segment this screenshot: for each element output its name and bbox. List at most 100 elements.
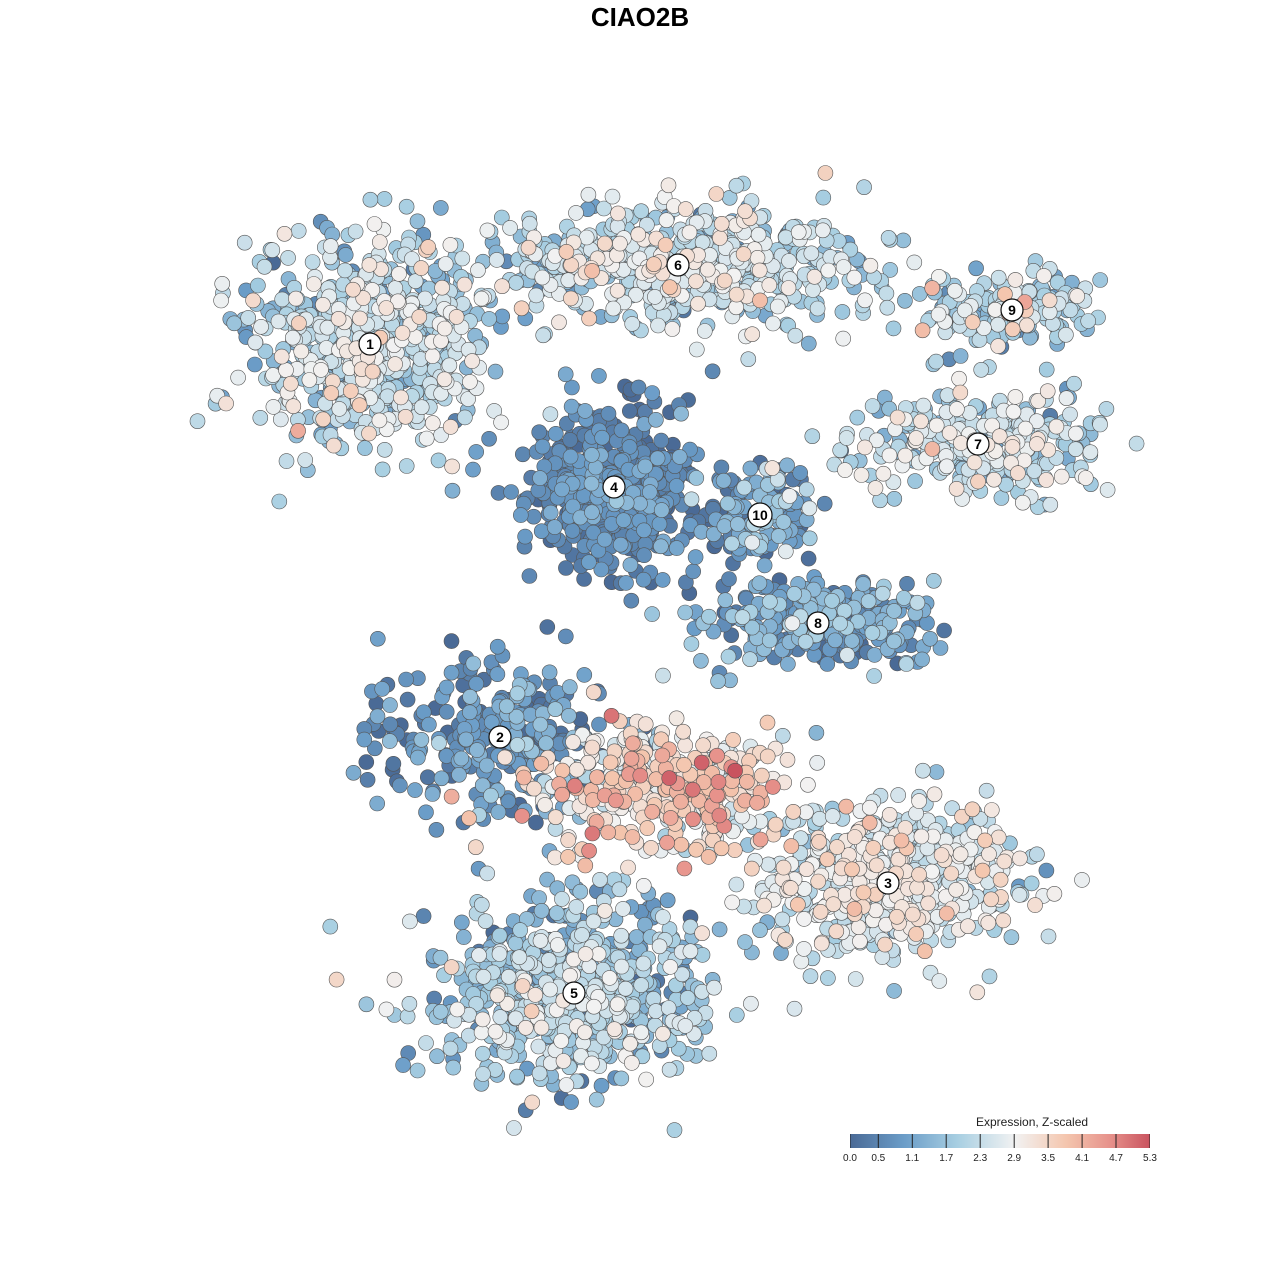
cell-point bbox=[623, 1055, 640, 1071]
cell-point bbox=[434, 279, 450, 296]
cell-point bbox=[315, 296, 331, 313]
cell-point bbox=[442, 1040, 459, 1057]
cell-point bbox=[806, 268, 823, 285]
cell-point bbox=[583, 475, 600, 492]
cell-point bbox=[399, 691, 416, 708]
cell-point bbox=[566, 777, 583, 794]
cell-point bbox=[478, 757, 495, 774]
cell-point bbox=[534, 269, 551, 286]
cell-point bbox=[726, 842, 743, 858]
cell-point bbox=[666, 1122, 683, 1138]
svg-text:2: 2 bbox=[496, 729, 504, 745]
cell-point bbox=[603, 707, 620, 724]
cell-point bbox=[489, 987, 506, 1004]
cell-point bbox=[658, 212, 675, 228]
cell-point bbox=[668, 478, 685, 494]
cell-point bbox=[809, 754, 826, 771]
cell-point bbox=[547, 701, 564, 718]
cell-point bbox=[786, 1000, 803, 1017]
cell-point bbox=[909, 879, 925, 896]
cell-point bbox=[811, 810, 828, 827]
cell-point bbox=[846, 901, 863, 917]
cell-point bbox=[600, 405, 617, 422]
cell-point bbox=[538, 735, 554, 752]
cell-point bbox=[798, 481, 815, 498]
cell-point bbox=[517, 1020, 534, 1036]
svg-text:3: 3 bbox=[884, 875, 892, 891]
cell-point bbox=[762, 593, 778, 610]
cell-point bbox=[293, 343, 310, 360]
cell-point bbox=[1014, 494, 1031, 511]
cell-point bbox=[1038, 862, 1055, 879]
cell-point bbox=[724, 894, 741, 911]
cell-point bbox=[351, 397, 368, 414]
cell-point bbox=[398, 198, 415, 215]
cell-point bbox=[749, 794, 765, 811]
cell-point bbox=[514, 446, 531, 463]
cell-point bbox=[585, 684, 602, 701]
cell-point bbox=[865, 840, 882, 856]
cell-point bbox=[928, 417, 945, 434]
cell-point bbox=[846, 269, 863, 286]
cell-point bbox=[739, 773, 755, 790]
cell-point bbox=[345, 764, 362, 781]
cell-point bbox=[705, 526, 722, 543]
cell-point bbox=[521, 215, 538, 232]
cell-point bbox=[581, 842, 597, 859]
cell-point bbox=[1082, 444, 1099, 461]
cell-point bbox=[549, 937, 566, 953]
cell-point bbox=[291, 315, 307, 332]
cell-point bbox=[611, 881, 628, 898]
cell-point bbox=[460, 1027, 477, 1044]
cell-point bbox=[949, 401, 965, 417]
cell-point bbox=[774, 727, 791, 744]
cell-point bbox=[798, 861, 815, 878]
legend-tick-label: 2.3 bbox=[973, 1153, 988, 1164]
cell-point bbox=[596, 531, 613, 548]
cell-point bbox=[474, 777, 491, 794]
cell-point bbox=[563, 1094, 579, 1110]
cell-point bbox=[247, 356, 263, 373]
cell-point bbox=[699, 261, 716, 278]
cell-point bbox=[359, 771, 376, 788]
cell-point bbox=[915, 397, 932, 414]
cell-point bbox=[461, 810, 477, 827]
cell-point bbox=[402, 913, 418, 930]
cell-point bbox=[681, 224, 698, 241]
cell-point bbox=[451, 766, 467, 783]
cell-point bbox=[996, 853, 1013, 870]
cell-point bbox=[542, 406, 559, 423]
cell-point bbox=[742, 651, 758, 668]
cell-point bbox=[632, 767, 649, 784]
cell-point bbox=[464, 353, 480, 369]
cell-point bbox=[431, 735, 447, 751]
cell-point bbox=[1128, 435, 1145, 452]
cell-point bbox=[765, 779, 781, 795]
cell-point bbox=[688, 273, 704, 290]
cell-point bbox=[717, 592, 734, 609]
cell-point bbox=[752, 831, 769, 848]
cell-point bbox=[820, 262, 837, 279]
cell-point bbox=[547, 425, 564, 442]
cell-point bbox=[728, 1007, 745, 1023]
cell-point bbox=[694, 925, 710, 942]
cell-point bbox=[557, 628, 574, 645]
cell-point bbox=[644, 606, 660, 622]
cell-point bbox=[424, 348, 441, 364]
cell-point bbox=[609, 996, 626, 1013]
cell-point bbox=[560, 832, 577, 848]
cell-point bbox=[568, 205, 584, 221]
cell-point bbox=[615, 512, 632, 529]
cell-point bbox=[952, 384, 969, 401]
cell-point bbox=[769, 298, 786, 315]
cell-point bbox=[494, 308, 511, 325]
cell-point bbox=[271, 493, 288, 510]
cell-point bbox=[589, 769, 605, 786]
cell-point bbox=[779, 457, 795, 474]
legend-tick-label: 4.1 bbox=[1075, 1153, 1090, 1164]
cell-point bbox=[906, 254, 923, 271]
cell-point bbox=[558, 1077, 575, 1093]
cell-point bbox=[542, 981, 558, 998]
cell-point bbox=[602, 754, 619, 771]
cell-point bbox=[617, 980, 634, 997]
